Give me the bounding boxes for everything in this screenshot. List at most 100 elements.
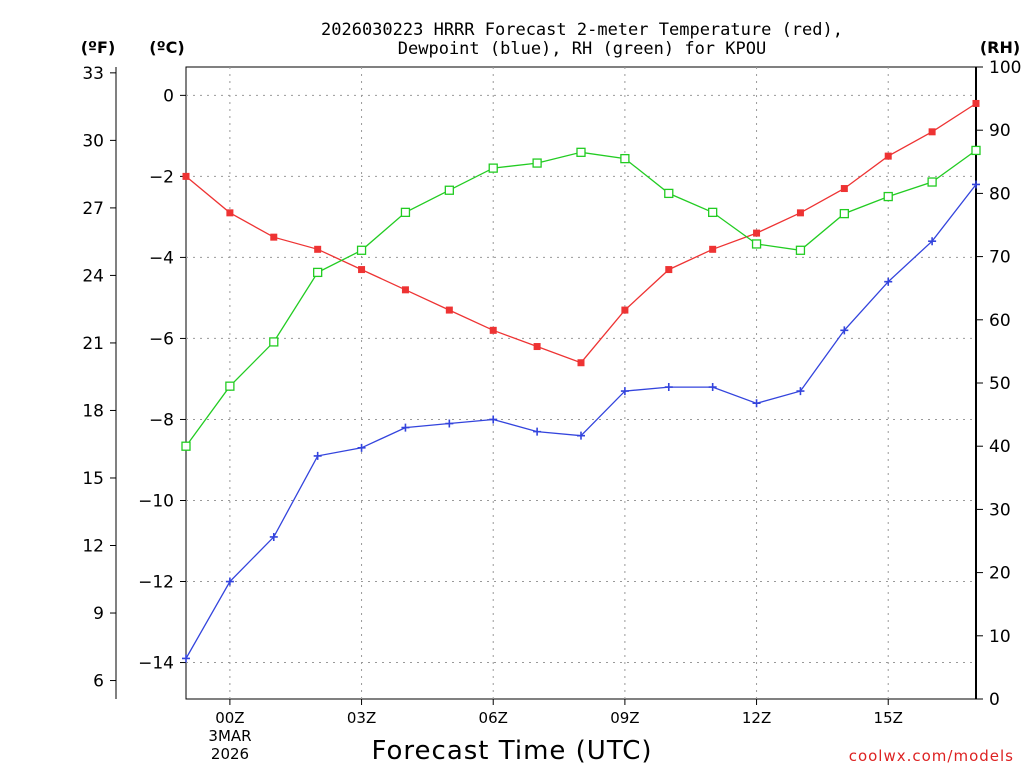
- celsius-tick-label: −10: [138, 491, 174, 511]
- fahrenheit-tick-label: 15: [82, 469, 104, 489]
- dewpoint-point: [884, 277, 893, 286]
- fahrenheit-tick-label: 12: [82, 537, 104, 557]
- temperature-point: [796, 209, 804, 217]
- fahrenheit-tick-label: 27: [82, 199, 104, 219]
- dewpoint-point: [182, 654, 190, 663]
- rh-point: [839, 208, 849, 219]
- fahrenheit-tick-label: 24: [82, 266, 104, 286]
- chart-title-line2: Dewpoint (blue), RH (green) for KPOU: [398, 39, 766, 59]
- temperature-line: [185, 102, 977, 364]
- temperature-point: [182, 172, 190, 180]
- dewpoint-point: [620, 387, 629, 396]
- rh-point: [708, 207, 718, 218]
- gridlines: [186, 67, 976, 699]
- rh-point: [269, 337, 279, 347]
- rh-tick-label: 60: [989, 311, 1011, 331]
- dewpoint-point: [489, 415, 498, 424]
- rh-line: [185, 149, 977, 447]
- dewpoint-point: [577, 431, 585, 440]
- rh-point: [927, 177, 937, 187]
- celsius-tick-label: −2: [149, 167, 174, 187]
- temperature-point: [840, 185, 848, 193]
- fahrenheit-tick-label: 21: [82, 334, 104, 354]
- rh-tick-label: 30: [989, 500, 1011, 520]
- dewpoint-point: [708, 383, 717, 392]
- temperature-point: [358, 266, 366, 274]
- dewpoint-point: [445, 419, 454, 428]
- temperature-point: [445, 306, 453, 314]
- temperature-point: [533, 343, 541, 351]
- celsius-tick-label: −8: [149, 410, 174, 430]
- rh-point: [883, 191, 893, 202]
- temperature-point: [884, 152, 892, 160]
- dewpoint-point: [269, 532, 278, 541]
- chart-title-line1: 2026030223 HRRR Forecast 2-meter Tempera…: [321, 20, 843, 40]
- dewpoint-point: [840, 326, 849, 335]
- dewpoint-point: [357, 443, 366, 452]
- fahrenheit-tick-label: 18: [82, 401, 104, 421]
- celsius-tick-label: −6: [149, 329, 174, 349]
- fahrenheit-tick-label: 33: [82, 64, 104, 84]
- data-series: [181, 99, 981, 663]
- rh-point: [400, 207, 411, 218]
- celsius-tick-label: −4: [149, 248, 174, 268]
- temperature-point: [621, 306, 629, 314]
- axes: 0−2−4−6−8−10−12−143330272421181512961009…: [82, 58, 1021, 727]
- rh-point: [181, 441, 191, 451]
- temperature-point: [972, 99, 980, 107]
- dewpoint-point: [664, 383, 673, 392]
- rh-point: [795, 245, 806, 255]
- rh-point: [488, 163, 498, 173]
- x-axis-title: Forecast Time (UTC): [371, 736, 652, 766]
- rh-tick-label: 20: [989, 564, 1011, 584]
- rh-tick-label: 70: [989, 248, 1011, 268]
- temperature-point: [709, 245, 717, 253]
- rh-tick-label: 10: [989, 627, 1011, 647]
- fahrenheit-tick-label: 6: [93, 672, 104, 692]
- rh-tick-label: 0: [989, 690, 1000, 710]
- temperature-point: [270, 233, 278, 241]
- fahrenheit-tick-label: 30: [82, 131, 104, 151]
- x-tick-label: 00Z: [215, 709, 244, 727]
- x-tick-label: 03Z: [347, 709, 376, 727]
- fahrenheit-unit-label: (ºF): [81, 38, 116, 57]
- rh-point: [751, 239, 762, 249]
- dewpoint-point: [752, 399, 761, 408]
- rh-point: [313, 267, 323, 278]
- x-tick-label: 09Z: [610, 709, 639, 727]
- dewpoint-point: [928, 237, 937, 246]
- x-date-line2: 2026: [211, 745, 249, 763]
- rh-tick-label: 50: [989, 374, 1011, 394]
- x-tick-label: 15Z: [874, 709, 903, 727]
- rh-point: [225, 381, 235, 391]
- celsius-tick-label: −12: [138, 573, 174, 593]
- dewpoint-line: [185, 184, 977, 659]
- temperature-point: [577, 359, 585, 367]
- x-date-line1: 3MAR: [208, 727, 251, 745]
- celsius-tick-label: −14: [138, 654, 174, 674]
- dewpoint-point: [401, 423, 410, 432]
- dewpoint-point: [796, 387, 805, 396]
- rh-point: [576, 147, 586, 157]
- rh-tick-label: 100: [989, 58, 1021, 78]
- dewpoint-point: [972, 180, 980, 189]
- dewpoint-point: [533, 427, 542, 436]
- rh-point: [444, 185, 454, 195]
- plot-frame: [185, 66, 977, 700]
- temperature-point: [226, 209, 234, 217]
- temperature-point: [753, 229, 761, 237]
- dewpoint-point: [313, 451, 322, 460]
- watermark: coolwx.com/models: [849, 747, 1014, 765]
- temperature-point: [928, 128, 936, 136]
- temperature-point: [401, 286, 409, 294]
- temperature-point: [489, 326, 497, 334]
- x-tick-label: 06Z: [479, 709, 508, 727]
- rh-unit-label: (RH): [980, 38, 1020, 57]
- celsius-tick-label: 0: [163, 86, 174, 106]
- rh-tick-label: 90: [989, 121, 1011, 141]
- rh-tick-label: 40: [989, 437, 1011, 457]
- rh-point: [971, 145, 981, 156]
- x-tick-label: 12Z: [742, 709, 771, 727]
- temperature-point: [665, 266, 673, 274]
- celsius-unit-label: (ºC): [149, 38, 184, 57]
